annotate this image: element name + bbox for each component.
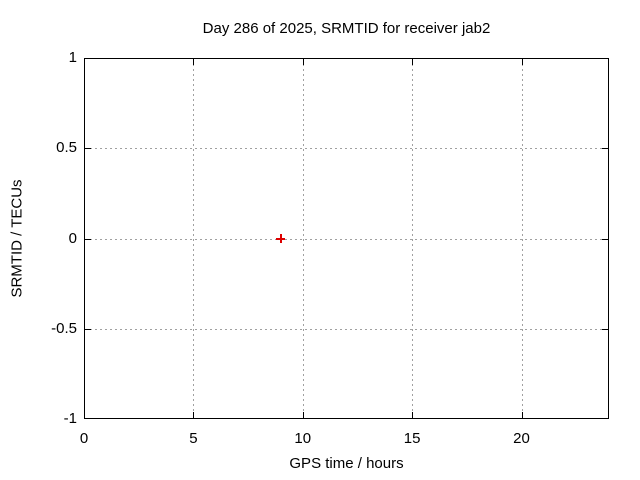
- y-tick-right: [602, 328, 608, 330]
- y-tick-right: [602, 238, 608, 240]
- data-point-marker: [276, 234, 286, 243]
- grid-line-horizontal: [85, 148, 608, 150]
- y-tick-left: [85, 328, 91, 330]
- y-tick-right: [602, 148, 608, 150]
- chart-title: Day 286 of 2025, SRMTID for receiver jab…: [202, 20, 491, 37]
- x-tick-label: 20: [513, 430, 530, 447]
- x-tick-label: 15: [403, 430, 421, 447]
- x-tick-label: 5: [189, 430, 198, 447]
- grid-line-horizontal: [85, 328, 608, 330]
- y-tick-label: 1: [68, 49, 77, 66]
- x-tick-label: 10: [294, 430, 312, 447]
- x-tick-bottom: [302, 412, 304, 418]
- marker-vertical-bar: [279, 234, 282, 243]
- y-tick-left: [85, 148, 91, 150]
- grid-line-horizontal: [85, 238, 608, 240]
- y-tick-label: 0: [68, 229, 77, 247]
- x-tick-top: [193, 59, 195, 65]
- x-tick-bottom: [521, 412, 523, 418]
- x-tick-bottom: [412, 412, 414, 418]
- y-tick-label: 0.5: [56, 139, 77, 157]
- x-tick-top: [521, 59, 523, 65]
- y-tick-label: -1: [63, 410, 77, 427]
- plot-area: [84, 58, 609, 419]
- x-tick-bottom: [193, 412, 195, 418]
- x-axis-label: GPS time / hours: [289, 455, 404, 472]
- x-tick-top: [412, 59, 414, 65]
- y-tick-label: -0.5: [51, 319, 77, 337]
- y-tick-left: [85, 238, 91, 240]
- x-tick-top: [302, 59, 304, 65]
- x-tick-label: 0: [79, 430, 89, 447]
